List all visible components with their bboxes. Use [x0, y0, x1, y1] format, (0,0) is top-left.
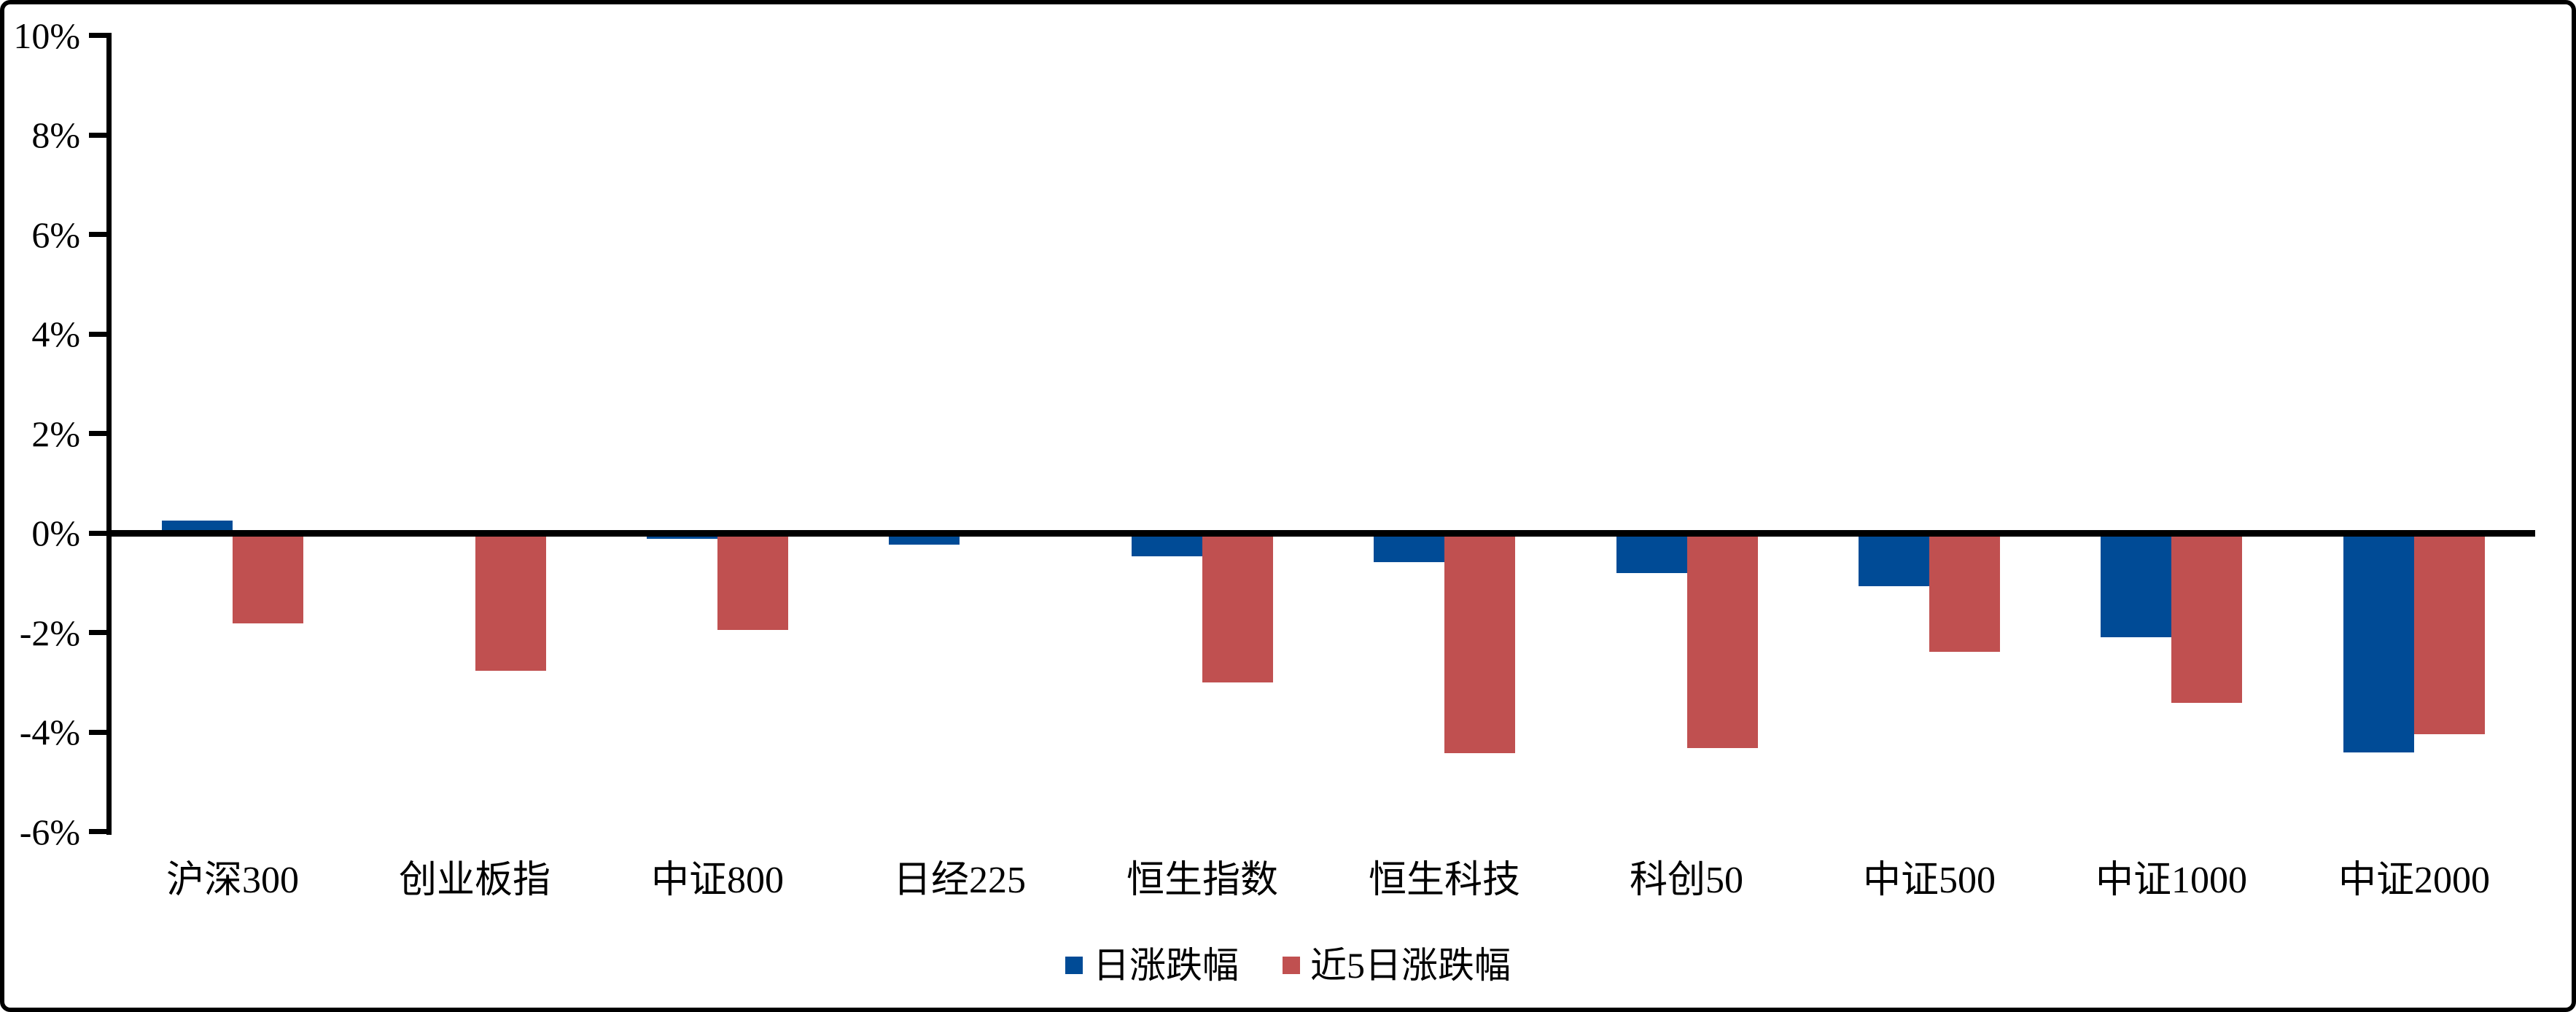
bar-近5日涨跌幅-恒生科技: [1444, 533, 1515, 753]
x-axis-line: [106, 530, 2535, 537]
y-axis-line: [106, 32, 112, 835]
bar-日涨跌幅-恒生科技: [1374, 533, 1444, 562]
y-axis-tick: [89, 829, 106, 834]
x-axis-label-中证1000: 中证1000: [2095, 860, 2247, 901]
legend-item-日涨跌幅: 日涨跌幅: [1065, 945, 1239, 986]
bar-日涨跌幅-中证1000: [2101, 533, 2171, 637]
bar-近5日涨跌幅-中证1000: [2171, 533, 2242, 703]
x-axis-label-中证2000: 中证2000: [2338, 860, 2490, 901]
y-axis-tick: [89, 133, 106, 138]
x-axis-label-沪深300: 沪深300: [166, 860, 299, 901]
bar-日涨跌幅-沪深300: [162, 521, 233, 533]
y-axis-tick-label: 4%: [31, 314, 80, 354]
bar-近5日涨跌幅-科创50: [1687, 533, 1758, 748]
x-axis-label-日经225: 日经225: [892, 860, 1026, 901]
bar-日涨跌幅-中证500: [1859, 533, 1929, 586]
y-axis-tick-label: 0%: [31, 513, 80, 553]
bar-近5日涨跌幅-创业板指: [475, 533, 546, 671]
y-axis-tick-label: -2%: [19, 612, 80, 653]
legend-swatch-icon: [1065, 957, 1083, 974]
legend-label: 近5日涨跌幅: [1310, 945, 1511, 986]
y-axis-tick-label: 10%: [13, 15, 80, 56]
legend-label: 日涨跌幅: [1093, 945, 1239, 986]
bar-近5日涨跌幅-中证800: [717, 533, 788, 630]
y-axis-tick: [89, 630, 106, 635]
y-axis-tick: [89, 33, 106, 38]
y-axis-tick: [89, 431, 106, 436]
bar-近5日涨跌幅-中证500: [1929, 533, 2000, 652]
y-axis-tick-label: 6%: [31, 214, 80, 255]
legend: 日涨跌幅 近5日涨跌幅: [0, 943, 2576, 987]
y-axis-tick: [89, 232, 106, 237]
x-axis-label-恒生指数: 恒生指数: [1126, 860, 1278, 901]
bar-日涨跌幅-中证2000: [2343, 533, 2414, 752]
y-axis-tick-label: -4%: [19, 712, 80, 752]
x-axis-label-创业板指: 创业板指: [398, 860, 550, 901]
y-axis-tick-label: 8%: [31, 114, 80, 155]
y-axis-tick: [89, 531, 106, 536]
x-axis-label-恒生科技: 恒生科技: [1368, 860, 1520, 901]
y-axis-tick-label: 2%: [31, 413, 80, 454]
legend-item-近5日涨跌幅: 近5日涨跌幅: [1283, 945, 1511, 986]
bar-近5日涨跌幅-恒生指数: [1202, 533, 1273, 682]
y-axis-tick: [89, 332, 106, 337]
y-axis-tick-label: -6%: [19, 811, 80, 852]
x-axis-label-科创50: 科创50: [1629, 860, 1743, 901]
bar-近5日涨跌幅-沪深300: [233, 533, 303, 623]
x-axis-label-中证500: 中证500: [1862, 860, 1996, 901]
bar-近5日涨跌幅-中证2000: [2414, 533, 2485, 734]
bar-日涨跌幅-恒生指数: [1132, 533, 1202, 556]
y-axis-tick: [89, 730, 106, 735]
bar-日涨跌幅-科创50: [1616, 533, 1687, 573]
x-axis-label-中证800: 中证800: [650, 860, 784, 901]
legend-swatch-icon: [1283, 957, 1300, 974]
